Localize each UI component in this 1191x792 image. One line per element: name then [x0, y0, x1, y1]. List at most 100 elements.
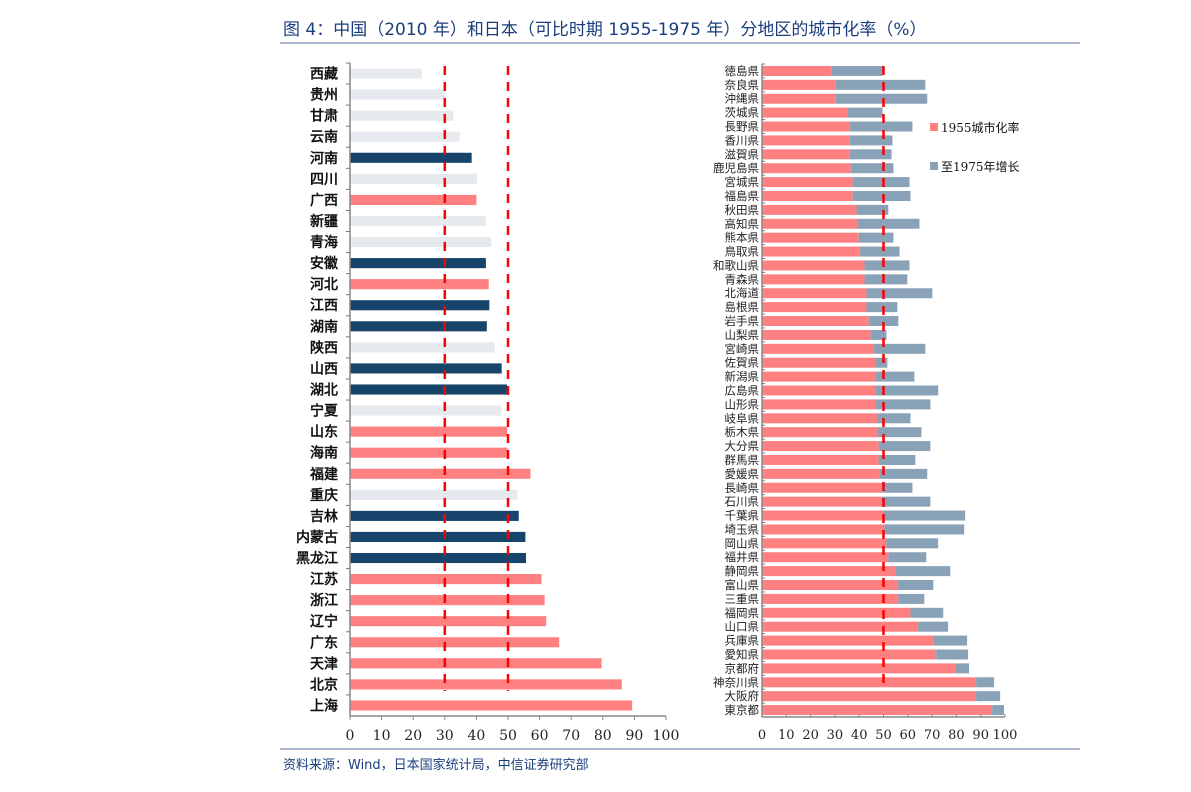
bar-埼玉県-growth: [884, 524, 965, 535]
x-tick-label: 10: [778, 728, 795, 743]
bar-徳島県-1955: [762, 65, 832, 76]
category-label: 高知県: [725, 217, 760, 231]
bar-贵州: [350, 89, 445, 100]
bar-安徽: [350, 258, 486, 269]
bar-四川: [350, 173, 478, 184]
bar-長崎県-growth: [881, 482, 913, 493]
x-tick-label: 60: [900, 728, 917, 743]
x-tick-label: 10: [373, 728, 391, 744]
category-label: 内蒙古: [296, 529, 338, 546]
bar-石川県-1955: [762, 496, 882, 507]
bar-東京都-1955: [762, 705, 993, 716]
category-label: 奈良県: [725, 78, 760, 92]
category-label: 天津: [310, 655, 338, 672]
category-label: 愛媛県: [725, 467, 760, 481]
category-label: 青海: [310, 234, 338, 251]
category-label: 福建: [309, 466, 338, 483]
bar-千葉県-1955: [762, 510, 884, 521]
category-label: 鳥取県: [725, 245, 760, 259]
bar-長野県-1955: [762, 121, 850, 132]
chart-title: 图 4：中国（2010 年）和日本（可比时期 1955-1975 年）分地区的城…: [283, 20, 927, 40]
bar-長崎県-1955: [762, 482, 882, 493]
category-label: 甘肃: [310, 108, 338, 125]
bar-鳥取県-1955: [762, 246, 860, 257]
bar-内蒙古: [350, 531, 526, 543]
bar-香川県-growth: [849, 135, 893, 146]
bar-福井県-1955: [762, 552, 889, 563]
category-label: 福井県: [725, 550, 760, 564]
category-label: 岩手県: [725, 314, 760, 328]
bar-新潟県-1955: [762, 371, 876, 382]
bar-広島県-1955: [762, 385, 876, 396]
category-label: 徳島県: [725, 64, 760, 78]
bar-山西: [350, 363, 502, 374]
bar-湖北: [350, 384, 508, 395]
category-label: 茨城県: [725, 106, 760, 120]
category-label: 新潟県: [725, 370, 760, 384]
bar-海南: [350, 447, 508, 458]
bar-宮崎県-growth: [873, 343, 926, 354]
category-label: 重庆: [310, 487, 338, 504]
category-label: 岐阜県: [725, 411, 760, 425]
category-label: 千葉県: [725, 509, 760, 523]
category-label: 京都府: [725, 661, 760, 675]
bar-鳥取県-growth: [859, 246, 900, 257]
category-label: 佐賀県: [725, 356, 760, 370]
category-label: 辽宁: [310, 613, 338, 630]
category-label: 河南: [310, 150, 338, 167]
bar-福岡県-1955: [762, 607, 911, 618]
category-label: 広島県: [725, 384, 760, 398]
category-label: 石川県: [725, 495, 760, 509]
bar-長野県-growth: [849, 121, 913, 132]
bar-神奈川県-1955: [762, 677, 977, 688]
bar-栃木県-growth: [877, 427, 922, 438]
bar-甘肃: [350, 110, 454, 121]
bar-辽宁: [350, 616, 547, 627]
bar-奈良県-1955: [762, 79, 836, 90]
category-label: 青森県: [725, 272, 760, 286]
bar-和歌山県-1955: [762, 260, 865, 271]
bar-大阪府-1955: [762, 691, 977, 702]
bar-广西: [350, 194, 477, 205]
category-label: 黑龙江: [296, 550, 338, 567]
category-label: 山东: [310, 424, 338, 441]
bar-広島県-growth: [875, 385, 939, 396]
bar-静岡県-growth: [895, 566, 951, 577]
bar-宮崎県-1955: [762, 343, 874, 354]
category-label: 海南: [310, 445, 338, 462]
bar-河南: [350, 152, 472, 163]
bar-鹿児島県-1955: [762, 163, 851, 174]
bar-奈良県-growth: [835, 79, 926, 90]
category-label: 广西: [310, 192, 338, 209]
category-label: 香川県: [725, 133, 760, 147]
category-label: 山口県: [725, 620, 760, 634]
category-label: 島根県: [725, 300, 760, 314]
bar-兵庫県-1955: [762, 635, 934, 646]
bar-富山県-1955: [762, 580, 898, 591]
x-tick-label: 40: [851, 728, 868, 743]
bar-岐阜県-growth: [877, 413, 911, 424]
bar-石川県-growth: [881, 496, 931, 507]
bar-愛媛県-growth: [879, 468, 928, 479]
x-tick-label: 70: [924, 728, 941, 743]
x-tick-label: 60: [531, 728, 549, 744]
category-label: 愛知県: [725, 647, 760, 661]
category-label: 山西: [310, 361, 338, 377]
category-label: 鹿児島県: [713, 161, 759, 175]
category-label: 静岡県: [725, 564, 760, 578]
bar-沖縄県-growth: [835, 93, 928, 104]
bar-河北: [350, 279, 489, 290]
x-tick-label: 90: [625, 728, 643, 744]
category-label: 秋田県: [725, 203, 760, 217]
category-label: 福岡県: [725, 606, 760, 620]
bar-北海道-growth: [866, 288, 933, 299]
category-label: 長崎県: [725, 481, 760, 495]
x-tick-label: 0: [758, 728, 766, 743]
bar-宮城県-growth: [852, 177, 910, 188]
bar-福島県-1955: [762, 190, 853, 201]
category-label: 四川: [310, 172, 338, 188]
category-label: 北京: [310, 676, 338, 693]
bar-京都府-growth: [955, 663, 970, 674]
bar-浙江: [350, 595, 545, 606]
